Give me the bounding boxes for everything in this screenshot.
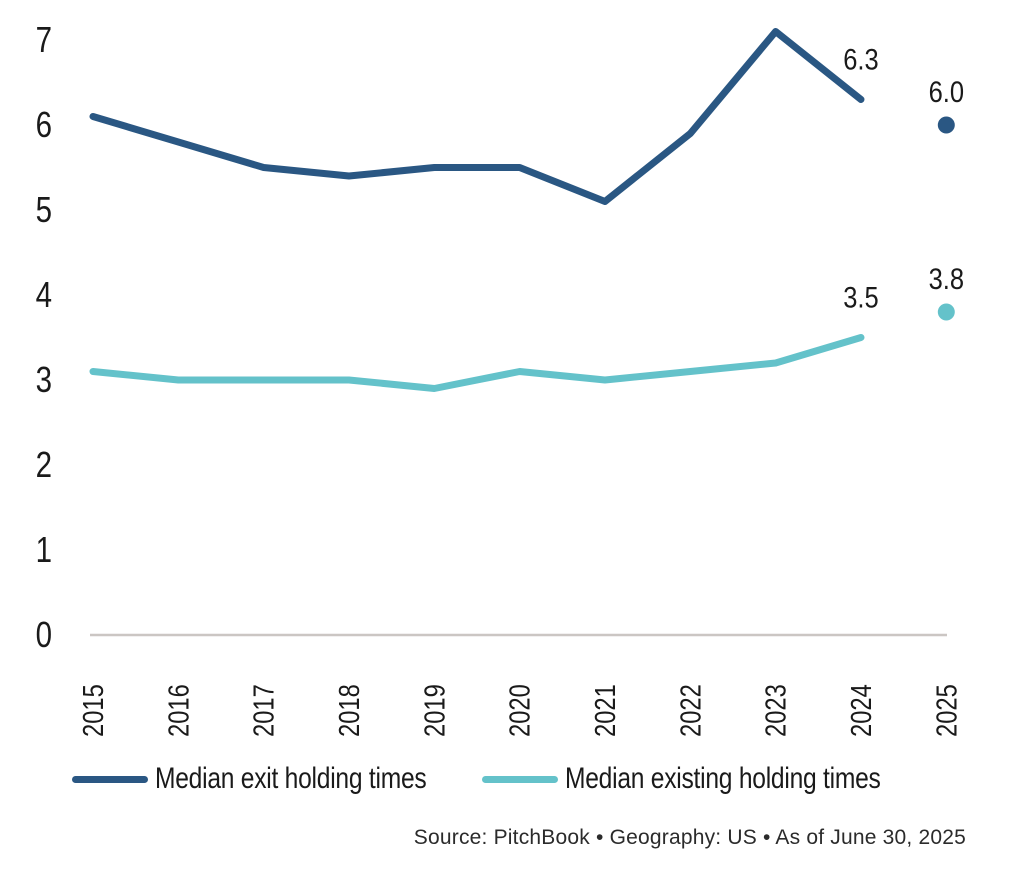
y-axis-tick-label: 4 [36, 274, 52, 314]
y-axis-tick-label: 3 [36, 359, 52, 399]
median-exit-holding-times-value-label: 6.3 [843, 43, 878, 76]
median-existing-holding-times-line [89, 334, 865, 392]
x-axis-year-label: 2021 [589, 684, 622, 737]
median-exit-holding-times-line [89, 28, 865, 205]
existing-series-swatch [482, 775, 558, 783]
exit-series-swatch [72, 775, 148, 783]
x-axis-year-label: 2016 [162, 684, 195, 737]
y-axis-tick-label: 1 [36, 529, 52, 569]
legend-item-exit: Median exit holding times [72, 760, 486, 798]
source-attribution: Source: PitchBook • Geography: US • As o… [413, 826, 966, 849]
x-axis-year-label: 2019 [418, 684, 451, 737]
x-axis-year-label: 2023 [759, 684, 792, 737]
median-existing-holding-times-current-year-dot [937, 303, 955, 321]
median-existing-holding-times-value-label: 3.8 [929, 262, 964, 295]
holding-times-chart: 0 1 2 3 4 5 6 7 2015 2016 2017 2018 2019 2020 2021 2022… [36, 19, 964, 737]
x-axis-year-label: 2025 [930, 684, 963, 737]
x-axis-year-label: 2022 [674, 684, 707, 737]
y-axis-tick-label: 6 [36, 104, 52, 144]
median-exit-holding-times-value-label: 6.0 [929, 75, 964, 108]
legend-label-exit: Median exit holding times [155, 762, 427, 795]
median-existing-holding-times-value-label: 3.5 [843, 281, 878, 314]
y-axis-tick-label: 0 [36, 614, 52, 654]
x-axis-year-label: 2015 [77, 684, 110, 737]
chart-legend: Median exit holding times Median existin… [0, 760, 1010, 798]
x-axis-year-label: 2024 [845, 684, 878, 737]
x-axis-year-label: 2020 [503, 684, 536, 737]
y-axis-tick-label: 7 [36, 19, 52, 59]
median-exit-holding-times-current-year-dot [937, 116, 955, 134]
x-axis-year-label: 2018 [333, 684, 366, 737]
legend-item-existing: Median existing holding times [482, 760, 950, 798]
y-axis-tick-label: 5 [36, 189, 52, 229]
y-axis-tick-label: 2 [36, 444, 52, 484]
x-axis-year-label: 2017 [247, 684, 280, 737]
legend-label-existing: Median existing holding times [565, 762, 881, 795]
